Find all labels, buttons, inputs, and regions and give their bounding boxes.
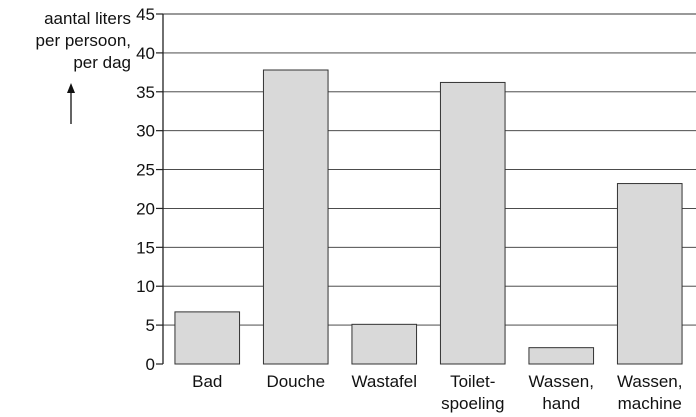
- y-axis-label-line: aantal liters: [44, 9, 131, 28]
- x-tick-label: Bad: [192, 372, 222, 391]
- x-tick-label: Wassen,: [617, 372, 683, 391]
- y-tick-label: 5: [146, 316, 155, 335]
- x-tick-label: machine: [618, 394, 682, 413]
- x-tick-labels: Bad Douche Wastafel Toilet-spoeling Wassen, h…: [192, 372, 682, 413]
- bar: [528, 347, 595, 365]
- y-tick-label: 20: [136, 199, 155, 218]
- y-tick-label: 40: [136, 44, 155, 63]
- x-tick-label: spoeling: [441, 394, 504, 413]
- bar: [174, 311, 241, 365]
- y-axis-label-line: per persoon,: [36, 31, 131, 50]
- x-tick-label: Douche: [266, 372, 325, 391]
- y-axis-label-line: per dag: [73, 53, 131, 72]
- y-tick-label: 0: [146, 355, 155, 374]
- bar: [439, 81, 506, 365]
- y-tick-label: 25: [136, 161, 155, 180]
- y-tick-label: 10: [136, 277, 155, 296]
- bar: [262, 69, 329, 365]
- x-tick-label: Wastafel: [351, 372, 417, 391]
- y-axis-label: aantal liters per persoon, per dag: [36, 9, 131, 72]
- up-arrow-icon: [67, 83, 75, 124]
- y-tick-labels: 0 5 10 15 20 25 30 35 40 45: [136, 5, 163, 374]
- gridlines: [163, 13, 696, 326]
- bar: [616, 183, 683, 365]
- y-tick-label: 15: [136, 238, 155, 257]
- bar: [351, 323, 418, 365]
- bars: [174, 69, 683, 365]
- x-tick-label: Wassen,: [528, 372, 594, 391]
- y-tick-label: 30: [136, 122, 155, 141]
- y-tick-label: 35: [136, 83, 155, 102]
- x-tick-label: Toilet-: [450, 372, 495, 391]
- y-tick-label: 45: [136, 5, 155, 24]
- x-tick-label: hand: [542, 394, 580, 413]
